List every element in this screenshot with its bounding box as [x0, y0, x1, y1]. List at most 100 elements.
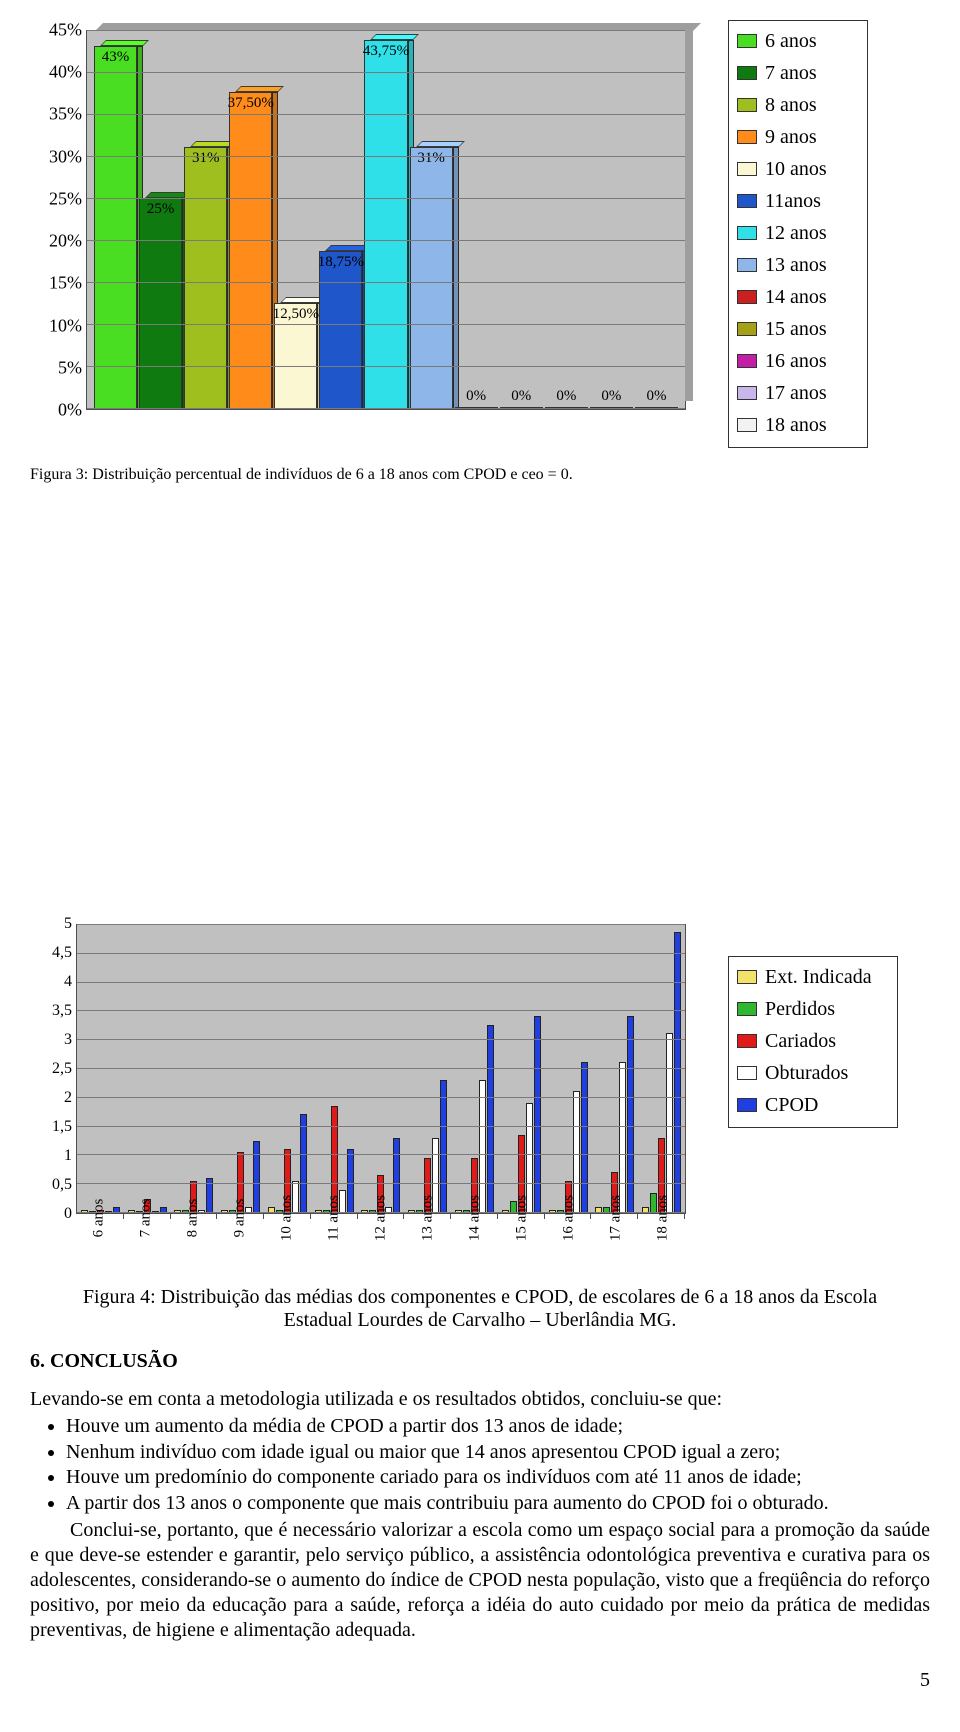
ytick: 5%: [58, 357, 82, 378]
bullet-item: Houve um predomínio do componente cariad…: [66, 1465, 930, 1491]
chart1-bar: 0%: [590, 29, 633, 409]
chart1-bar: 31%: [184, 29, 227, 409]
x-label: 11 anos: [311, 1218, 358, 1274]
legend-label: 11anos: [765, 185, 821, 217]
bar-label: 37,50%: [228, 95, 274, 112]
figure-3-container: 0%5%10%15%20%25%30%35%40%45% 43%25%31%37…: [30, 20, 930, 460]
bar-label: 0%: [511, 388, 531, 405]
legend-label: 18 anos: [765, 409, 827, 441]
bar-group: [638, 925, 685, 1213]
chart1-bar: 37,50%: [229, 29, 272, 409]
bar-group: [358, 925, 405, 1213]
chart2-bar: [300, 1114, 307, 1213]
conclusion-paragraph: Conclui-se, portanto, que é necessário v…: [30, 1518, 930, 1643]
bullet-item: Houve um aumento da média de CPOD a part…: [66, 1414, 930, 1440]
bar-label: 0%: [466, 388, 486, 405]
chart2-bar: [347, 1149, 354, 1213]
legend-swatch: [737, 1002, 757, 1016]
chart1-legend: 6 anos7 anos8 anos9 anos10 anos11anos12 …: [728, 20, 868, 448]
chart2-y-axis: 00,511,522,533,544,55: [30, 924, 72, 1214]
bar-label: 12,50%: [273, 306, 319, 323]
bar-group: [591, 925, 638, 1213]
conclusion-bullets: Houve um aumento da média de CPOD a part…: [30, 1414, 930, 1516]
legend-label: Obturados: [765, 1057, 848, 1089]
legend-swatch: [737, 386, 757, 400]
legend-label: 16 anos: [765, 345, 827, 377]
legend-swatch: [737, 98, 757, 112]
legend-item: Cariados: [737, 1025, 887, 1057]
legend-item: 9 anos: [737, 121, 857, 153]
legend-swatch: [737, 66, 757, 80]
ytick: 1,5: [52, 1118, 72, 1136]
bar-label: 31%: [192, 150, 220, 167]
page-number: 5: [30, 1669, 930, 1692]
ytick: 0,5: [52, 1176, 72, 1194]
legend-label: 13 anos: [765, 249, 827, 281]
legend-item: 10 anos: [737, 153, 857, 185]
ytick: 1: [64, 1147, 72, 1165]
ytick: 4,5: [52, 944, 72, 962]
ytick: 3: [64, 1031, 72, 1049]
bullet-item: Nenhum indivíduo com idade igual ou maio…: [66, 1440, 930, 1466]
bar-group: [264, 925, 311, 1213]
ytick: 4: [64, 973, 72, 991]
legend-item: 17 anos: [737, 377, 857, 409]
chart2-plotarea: [76, 924, 686, 1214]
ytick: 40%: [49, 62, 82, 83]
chart1-bar: 25%: [139, 29, 182, 409]
legend-item: Perdidos: [737, 993, 887, 1025]
legend-item: 18 anos: [737, 409, 857, 441]
legend-label: 17 anos: [765, 377, 827, 409]
legend-swatch: [737, 970, 757, 984]
bullet-item: A partir dos 13 anos o componente que ma…: [66, 1491, 930, 1517]
x-label: 7 anos: [123, 1218, 170, 1274]
ytick: 5: [64, 915, 72, 933]
x-label: 15 anos: [498, 1218, 545, 1274]
legend-item: Ext. Indicada: [737, 961, 887, 993]
legend-item: 14 anos: [737, 281, 857, 313]
x-label: 13 anos: [404, 1218, 451, 1274]
bar-group: [545, 925, 592, 1213]
legend-label: 9 anos: [765, 121, 817, 153]
legend-swatch: [737, 258, 757, 272]
legend-swatch: [737, 1098, 757, 1112]
bar-label: 18,75%: [318, 254, 364, 271]
chart1-bar: 18,75%: [319, 29, 362, 409]
legend-swatch: [737, 34, 757, 48]
legend-label: 7 anos: [765, 57, 817, 89]
figure-4-container: 00,511,522,533,544,55 6 anos7 anos8 anos…: [30, 916, 930, 1276]
legend-swatch: [737, 322, 757, 336]
legend-swatch: [737, 290, 757, 304]
legend-label: 6 anos: [765, 25, 817, 57]
chart1-y-axis: 0%5%10%15%20%25%30%35%40%45%: [30, 30, 82, 410]
ytick: 35%: [49, 104, 82, 125]
x-label: 18 anos: [639, 1218, 686, 1274]
bar-group: [217, 925, 264, 1213]
chart1-bar: 0%: [635, 29, 678, 409]
legend-item: 11anos: [737, 185, 857, 217]
chart2-bar: [487, 1025, 494, 1214]
chart2-bar: [666, 1033, 673, 1213]
chart2-bar: [581, 1062, 588, 1213]
figure-4-chart: 00,511,522,533,544,55 6 anos7 anos8 anos…: [30, 916, 710, 1276]
legend-label: Cariados: [765, 1025, 836, 1057]
chart2-groups: [77, 925, 685, 1213]
legend-swatch: [737, 130, 757, 144]
ytick: 25%: [49, 188, 82, 209]
legend-swatch: [737, 418, 757, 432]
chart2-bar: [393, 1138, 400, 1213]
legend-label: Perdidos: [765, 993, 835, 1025]
bar-label: 0%: [601, 388, 621, 405]
chart1-bar: 0%: [455, 29, 498, 409]
ytick: 45%: [49, 20, 82, 41]
chart1-bar: 43,75%: [364, 29, 407, 409]
x-label: 8 anos: [170, 1218, 217, 1274]
legend-swatch: [737, 226, 757, 240]
chart2-bar: [674, 932, 681, 1213]
legend-swatch: [737, 194, 757, 208]
figure-4-caption: Figura 4: Distribuição das médias dos co…: [60, 1286, 900, 1332]
chart1-plotarea: 43%25%31%37,50%12,50%18,75%43,75%31%0%0%…: [86, 30, 686, 410]
x-label: 6 anos: [76, 1218, 123, 1274]
x-label: 14 anos: [451, 1218, 498, 1274]
bar-group: [77, 925, 124, 1213]
